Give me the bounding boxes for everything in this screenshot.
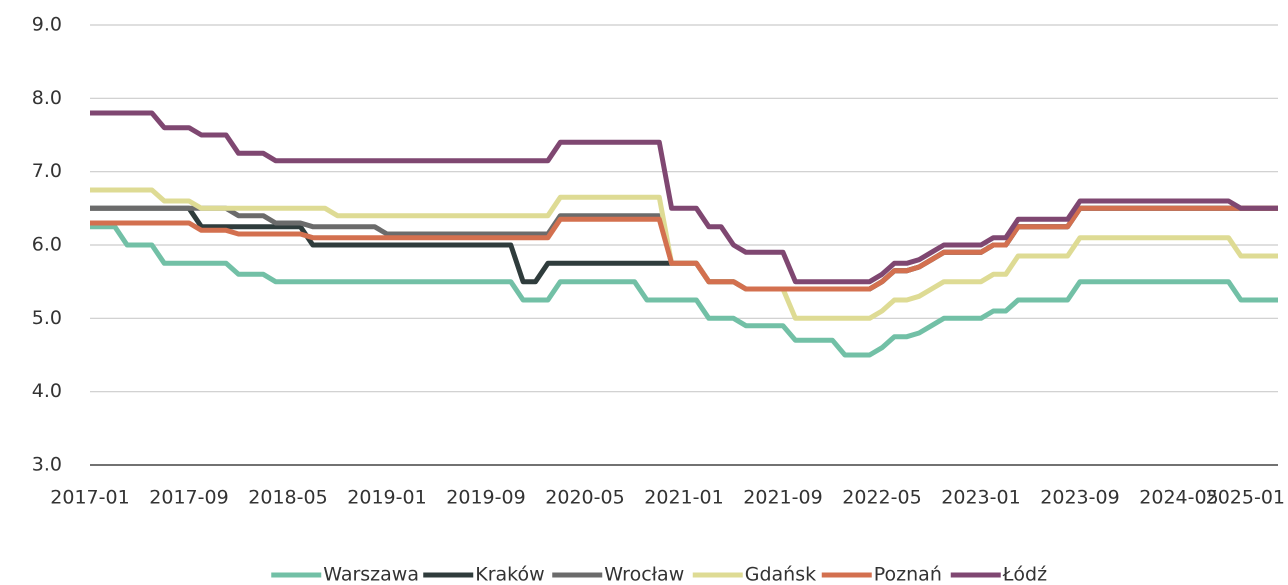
legend-label: Kraków — [475, 564, 544, 585]
x-tick-label: 2019-09 — [446, 487, 525, 509]
x-tick-label: 2024-05 — [1139, 487, 1218, 509]
x-tick-label: 2023-01 — [941, 487, 1020, 509]
x-tick-label: 2019-01 — [347, 487, 426, 509]
x-tick-label: 2020-05 — [545, 487, 624, 509]
x-tick-label: 2018-05 — [248, 487, 327, 509]
legend-label: Gdańsk — [745, 564, 816, 585]
y-tick-label: 3.0 — [32, 454, 62, 476]
x-tick-label: 2021-01 — [644, 487, 723, 509]
legend-label: Poznań — [874, 564, 942, 585]
y-tick-label: 6.0 — [32, 234, 62, 256]
series-line — [90, 224, 1278, 358]
y-tick-label: 9.0 — [32, 14, 62, 36]
y-tick-label: 7.0 — [32, 160, 62, 182]
x-tick-label: 2017-09 — [149, 487, 228, 509]
y-tick-label: 5.0 — [32, 307, 62, 329]
x-tick-label: 2022-05 — [842, 487, 921, 509]
legend-label: Wrocław — [604, 564, 684, 585]
y-tick-label: 4.0 — [32, 380, 62, 402]
y-tick-label: 8.0 — [32, 87, 62, 109]
x-tick-label: 2017-01 — [50, 487, 129, 509]
legend-label: Łódź — [1002, 564, 1047, 585]
x-tick-label: 2023-09 — [1040, 487, 1119, 509]
series-line — [90, 110, 1278, 285]
legend-label: Warszawa — [323, 564, 419, 585]
series-line — [90, 205, 1278, 292]
x-tick-label: 2021-09 — [743, 487, 822, 509]
x-tick-label: 2025-01 — [1206, 487, 1285, 509]
